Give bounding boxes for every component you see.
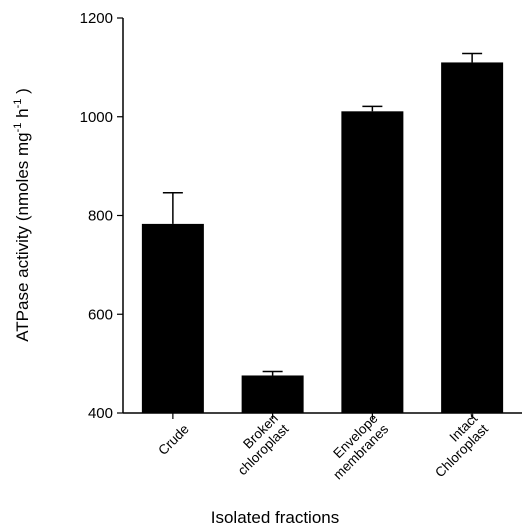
bar <box>141 223 204 413</box>
y-axis-title-end: ) <box>13 88 32 98</box>
bar <box>341 111 404 413</box>
y-axis-title-sup-2: -1 <box>12 99 24 109</box>
x-axis-title: Isolated fractions <box>211 508 340 527</box>
bar <box>441 62 504 413</box>
y-tick-label: 1000 <box>80 109 113 126</box>
y-axis-title-main: ATPase activity (nmoles mg <box>13 132 32 341</box>
y-tick-label: 400 <box>88 405 113 422</box>
bar <box>241 375 304 413</box>
y-axis-title-mid: h <box>13 108 32 122</box>
bars <box>141 62 504 413</box>
y-axis-title-sup-1: -1 <box>12 123 24 133</box>
y-axis-title: ATPase activity (nmoles mg-1 h-1 ) <box>12 88 32 342</box>
y-ticks: 400 600 800 1000 1200 <box>80 10 123 422</box>
x-category-label-line: Crude <box>155 421 192 458</box>
y-tick-label: 800 <box>88 208 113 225</box>
y-tick-label: 600 <box>88 306 113 323</box>
error-bars <box>162 52 483 376</box>
y-tick-label: 1200 <box>80 10 113 27</box>
x-category-label: Crude <box>155 421 192 458</box>
